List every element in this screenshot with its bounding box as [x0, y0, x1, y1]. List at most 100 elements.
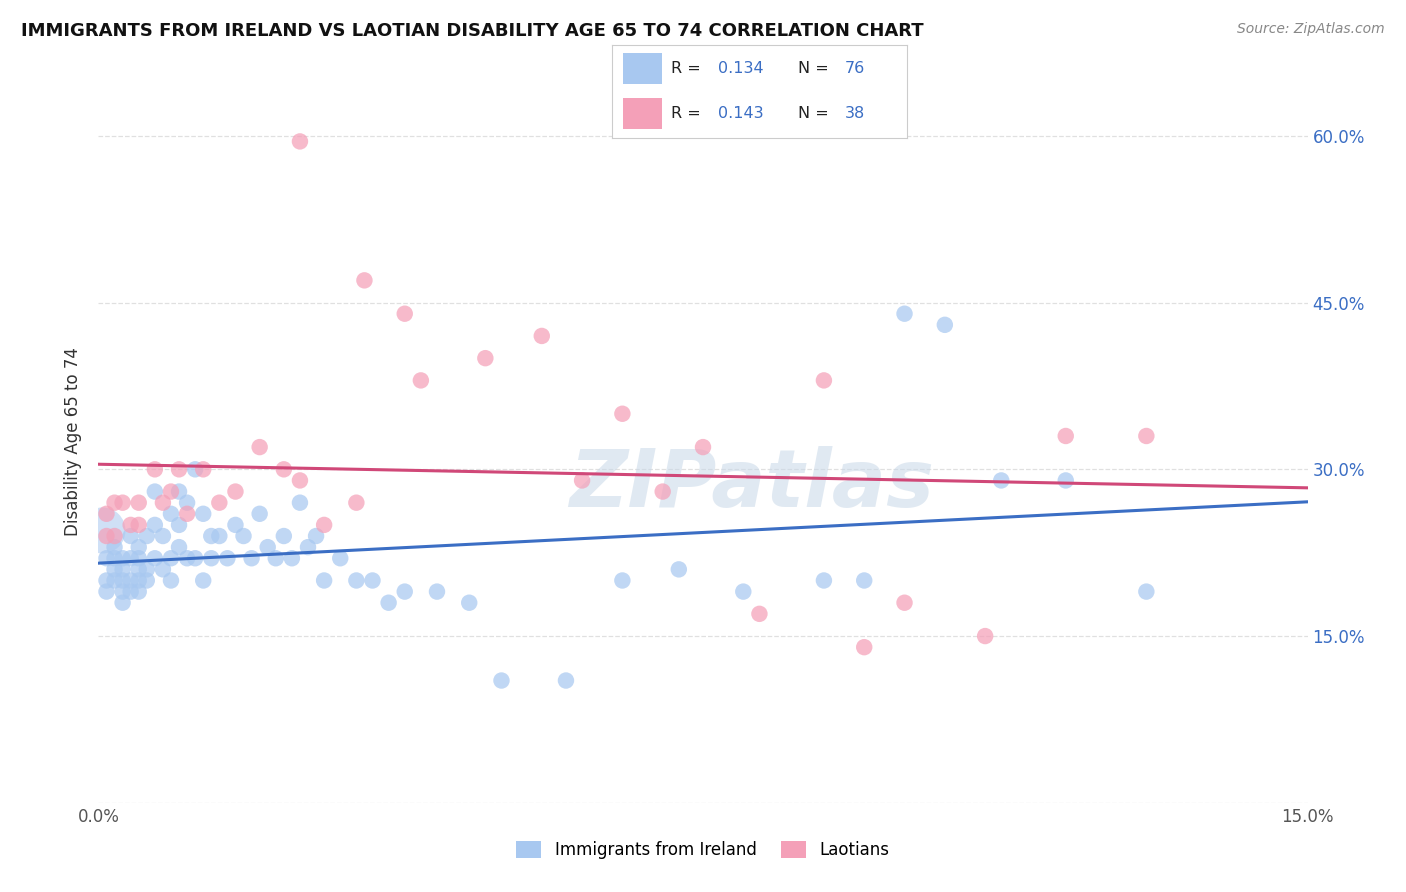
Point — [249, 507, 271, 521]
Point — [152, 562, 174, 576]
Point — [143, 484, 166, 499]
Text: N =: N = — [797, 61, 834, 76]
Point — [103, 551, 125, 566]
Point — [96, 584, 118, 599]
Point — [458, 596, 481, 610]
Point — [668, 562, 690, 576]
Point — [474, 351, 496, 366]
Point — [176, 551, 198, 566]
Point — [361, 574, 384, 588]
Text: 0.143: 0.143 — [718, 106, 763, 121]
Point — [96, 551, 118, 566]
Point — [135, 529, 157, 543]
Point — [184, 462, 207, 476]
Text: 0.134: 0.134 — [718, 61, 763, 76]
Point — [224, 517, 246, 532]
Point — [111, 551, 134, 566]
Point — [160, 484, 183, 499]
Point — [394, 584, 416, 599]
Point — [813, 373, 835, 387]
Point — [344, 496, 367, 510]
Text: Source: ZipAtlas.com: Source: ZipAtlas.com — [1237, 22, 1385, 37]
Point — [273, 529, 295, 543]
Point — [224, 484, 246, 499]
Point — [1135, 429, 1157, 443]
FancyBboxPatch shape — [623, 98, 662, 129]
Point — [111, 562, 134, 576]
Point — [409, 373, 432, 387]
Point — [193, 574, 215, 588]
Point — [1054, 474, 1077, 488]
Point — [103, 496, 125, 510]
Point — [297, 540, 319, 554]
Point — [103, 540, 125, 554]
Point — [353, 273, 375, 287]
Point — [491, 673, 513, 688]
Point — [111, 496, 134, 510]
Text: N =: N = — [797, 106, 834, 121]
Point — [733, 584, 755, 599]
Point — [103, 529, 125, 543]
Point — [128, 562, 150, 576]
Point — [208, 529, 231, 543]
Point — [176, 507, 198, 521]
Point — [426, 584, 449, 599]
Point — [128, 496, 150, 510]
Point — [167, 517, 190, 532]
Point — [128, 540, 150, 554]
Point — [200, 529, 222, 543]
Point — [249, 440, 271, 454]
Legend: Immigrants from Ireland, Laotians: Immigrants from Ireland, Laotians — [516, 841, 890, 860]
Point — [103, 562, 125, 576]
Point — [111, 574, 134, 588]
Point — [96, 507, 118, 521]
Text: 76: 76 — [845, 61, 865, 76]
Point — [160, 574, 183, 588]
Point — [193, 462, 215, 476]
Y-axis label: Disability Age 65 to 74: Disability Age 65 to 74 — [65, 347, 83, 536]
Point — [813, 574, 835, 588]
Text: IMMIGRANTS FROM IRELAND VS LAOTIAN DISABILITY AGE 65 TO 74 CORRELATION CHART: IMMIGRANTS FROM IRELAND VS LAOTIAN DISAB… — [21, 22, 924, 40]
Point — [128, 551, 150, 566]
Point — [176, 496, 198, 510]
Point — [934, 318, 956, 332]
Point — [184, 551, 207, 566]
Point — [651, 484, 673, 499]
Point — [264, 551, 287, 566]
Point — [974, 629, 997, 643]
Point — [120, 584, 142, 599]
Point — [111, 596, 134, 610]
Point — [143, 517, 166, 532]
FancyBboxPatch shape — [623, 53, 662, 84]
Point — [143, 551, 166, 566]
Point — [893, 596, 915, 610]
Point — [240, 551, 263, 566]
Point — [167, 462, 190, 476]
Point — [314, 574, 336, 588]
Point — [128, 574, 150, 588]
Point — [152, 529, 174, 543]
Point — [128, 584, 150, 599]
Text: R =: R = — [671, 61, 706, 76]
Point — [120, 529, 142, 543]
Point — [208, 496, 231, 510]
Point — [120, 574, 142, 588]
Point — [128, 517, 150, 532]
Point — [748, 607, 770, 621]
Point — [96, 529, 118, 543]
Point — [288, 496, 311, 510]
Point — [281, 551, 304, 566]
Point — [120, 551, 142, 566]
Point — [893, 307, 915, 321]
Point — [692, 440, 714, 454]
Point — [314, 517, 336, 532]
Point — [120, 517, 142, 532]
Point — [612, 574, 634, 588]
Point — [91, 524, 114, 538]
Point — [344, 574, 367, 588]
Point — [571, 474, 593, 488]
Point — [394, 307, 416, 321]
Point — [256, 540, 278, 554]
Point — [377, 596, 399, 610]
Point — [167, 540, 190, 554]
